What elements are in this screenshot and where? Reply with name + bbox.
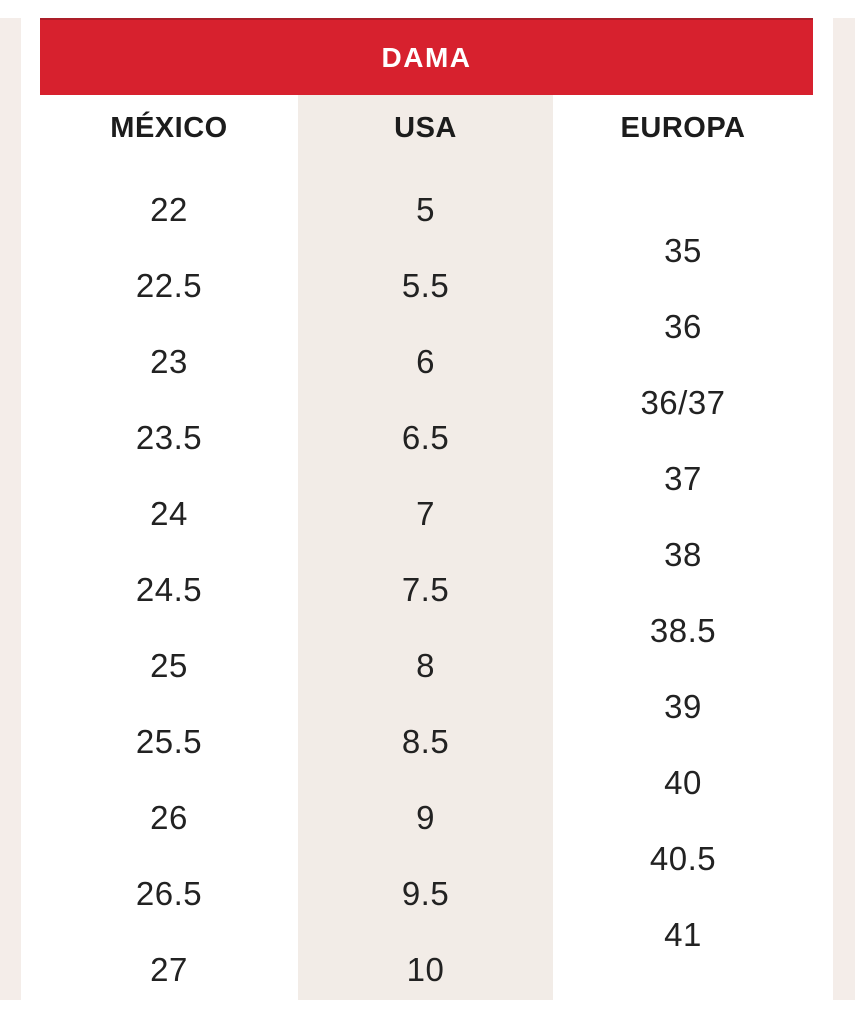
- size-conversion-table: MÉXICO 22 22.5 23 23.5 24 24.5 25 25.5 2…: [40, 95, 813, 1008]
- mexico-size-cell: 26.5: [135, 875, 203, 912]
- usa-size-cell: 7.5: [401, 571, 450, 608]
- mexico-size-cell: 25.5: [135, 723, 203, 760]
- mexico-size-cell: 23: [150, 343, 188, 380]
- europa-size-cell: 38: [664, 536, 702, 573]
- usa-size-cell: 6: [416, 343, 435, 380]
- column-header-usa: USA: [394, 111, 457, 144]
- column-usa: USA 5 5.5 6 6.5 7 7.5 8 8.5 9 9.5 10: [298, 95, 553, 1008]
- usa-size-cell: 7: [416, 495, 435, 532]
- mexico-size-cell: 27: [150, 951, 188, 988]
- usa-column-background: [298, 95, 553, 1000]
- europa-size-cell: 36: [664, 308, 702, 345]
- usa-size-cell: 5: [416, 191, 435, 228]
- europa-size-cell: 40: [664, 764, 702, 801]
- left-gutter: [0, 18, 21, 1000]
- mexico-cells: 22 22.5 23 23.5 24 24.5 25 25.5 26 26.5 …: [40, 161, 298, 1008]
- europa-size-cell: 38.5: [649, 612, 717, 649]
- usa-size-cell: 5.5: [401, 267, 450, 304]
- usa-cells: 5 5.5 6 6.5 7 7.5 8 8.5 9 9.5 10: [298, 161, 553, 1008]
- usa-size-cell: 6.5: [401, 419, 450, 456]
- mexico-size-cell: 24: [150, 495, 188, 532]
- usa-size-cell: 9.5: [401, 875, 450, 912]
- usa-size-cell: 8: [416, 647, 435, 684]
- europa-size-cell: 37: [664, 460, 702, 497]
- usa-size-cell: 8.5: [401, 723, 450, 760]
- europa-size-cell: 35: [664, 232, 702, 269]
- mexico-size-cell: 25: [150, 647, 188, 684]
- mexico-size-cell: 23.5: [135, 419, 203, 456]
- europa-size-cell: 39: [664, 688, 702, 725]
- table-columns: MÉXICO 22 22.5 23 23.5 24 24.5 25 25.5 2…: [40, 95, 813, 1008]
- europa-size-cell: 40.5: [649, 840, 717, 877]
- table-title-bar: DAMA: [40, 18, 813, 95]
- column-mexico: MÉXICO 22 22.5 23 23.5 24 24.5 25 25.5 2…: [40, 95, 298, 1008]
- europa-cells: 35 36 36/37 37 38 38.5 39 40 40.5 41: [553, 161, 813, 973]
- europa-size-cell: 41: [664, 916, 702, 953]
- usa-size-cell: 10: [406, 951, 445, 988]
- mexico-size-cell: 24.5: [135, 571, 203, 608]
- mexico-size-cell: 22: [150, 191, 188, 228]
- column-header-mexico: MÉXICO: [110, 111, 228, 144]
- mexico-size-cell: 26: [150, 799, 188, 836]
- table-title: DAMA: [381, 41, 472, 73]
- column-header-europa: EUROPA: [620, 111, 746, 144]
- usa-size-cell: 9: [416, 799, 435, 836]
- mexico-size-cell: 22.5: [135, 267, 203, 304]
- column-europa: EUROPA 35 36 36/37 37 38 38.5 39 40 40.5…: [553, 95, 813, 1008]
- right-gutter: [833, 18, 855, 1000]
- europa-size-cell: 36/37: [640, 384, 726, 421]
